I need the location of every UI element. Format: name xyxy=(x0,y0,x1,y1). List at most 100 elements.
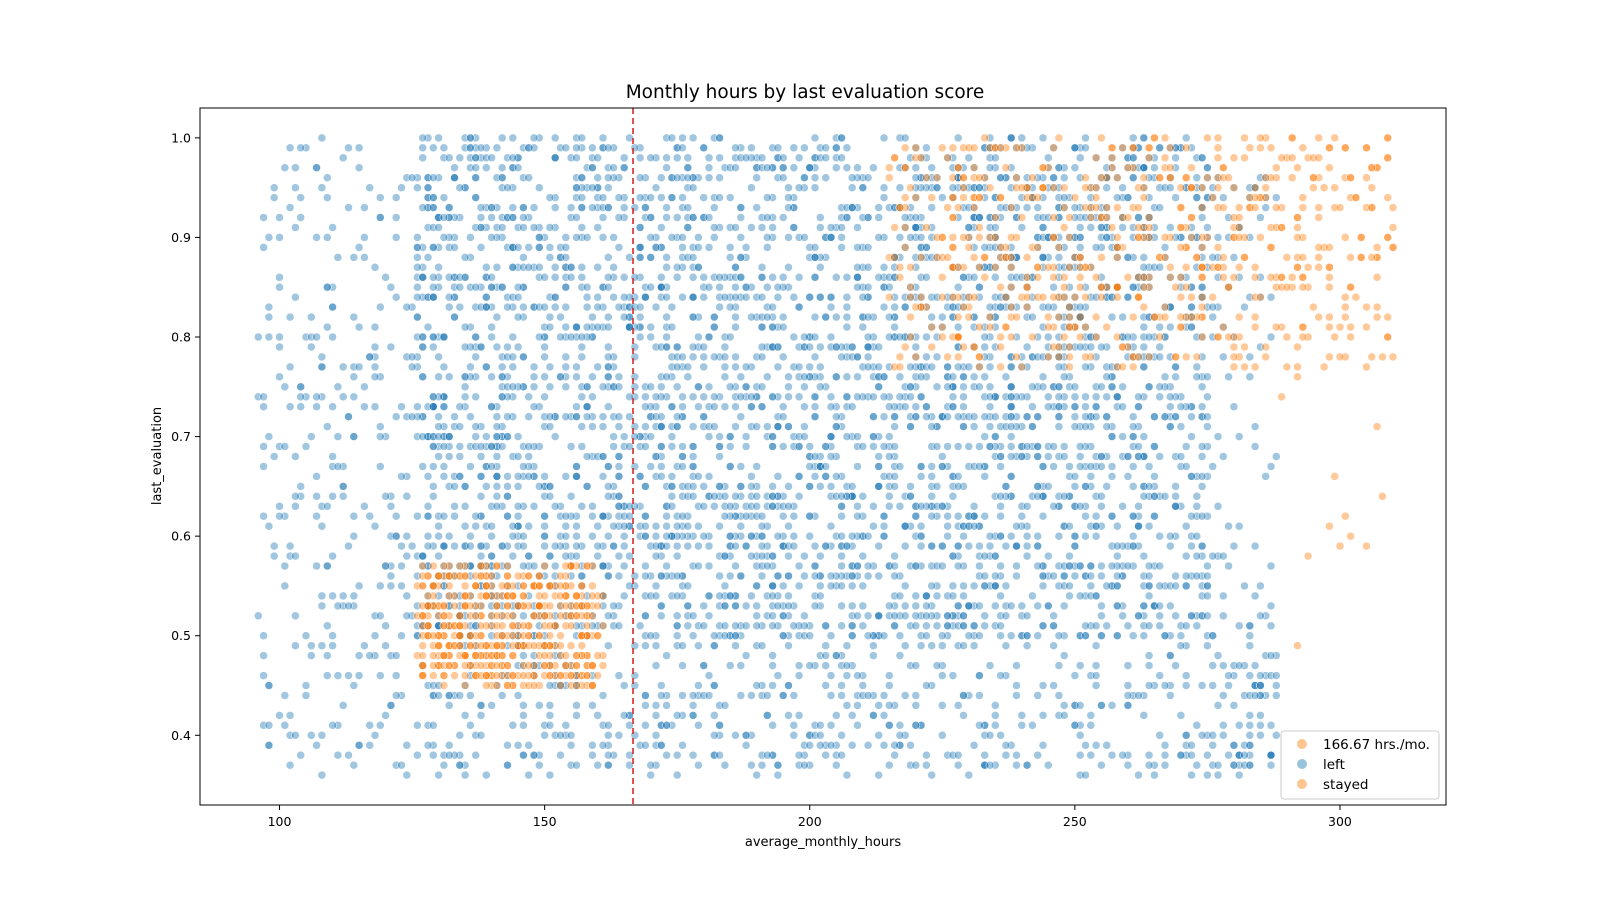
point-left xyxy=(588,312,597,322)
point-left xyxy=(609,521,618,531)
point-left xyxy=(466,412,475,421)
point-left xyxy=(1118,432,1127,441)
point-left xyxy=(1012,571,1021,581)
point-left xyxy=(360,402,369,411)
point-left xyxy=(413,243,422,252)
point-left xyxy=(763,282,772,292)
point-left xyxy=(683,611,693,621)
point-left xyxy=(588,531,597,541)
point-left xyxy=(482,362,491,372)
point-left xyxy=(874,541,883,551)
point-left xyxy=(455,691,465,700)
point-left xyxy=(604,312,613,322)
point-left xyxy=(1118,382,1127,392)
point-left xyxy=(784,233,793,242)
point-left xyxy=(837,561,846,571)
point-left xyxy=(715,193,724,202)
point-left xyxy=(720,581,730,591)
point-stayed xyxy=(444,581,454,591)
point-left xyxy=(1187,541,1196,551)
point-left xyxy=(434,442,443,451)
point-left xyxy=(402,770,412,780)
point-left xyxy=(1139,392,1149,402)
point-left xyxy=(800,432,809,441)
point-left xyxy=(1075,591,1085,601)
point-left xyxy=(948,163,958,172)
point-left xyxy=(1038,741,1048,750)
point-stayed xyxy=(508,671,518,680)
point-stayed xyxy=(466,641,475,650)
point-left xyxy=(1006,273,1016,282)
point-left xyxy=(588,143,597,153)
point-left xyxy=(863,362,873,372)
point-left xyxy=(1234,521,1244,531)
point-left xyxy=(874,382,883,392)
point-left xyxy=(317,591,327,601)
point-left xyxy=(688,482,698,491)
point-left xyxy=(503,482,512,491)
point-left xyxy=(429,482,438,491)
point-left xyxy=(572,541,581,551)
point-left xyxy=(508,153,518,163)
point-left xyxy=(890,472,899,481)
point-left xyxy=(959,372,968,382)
point-left xyxy=(1166,531,1175,541)
point-left xyxy=(837,153,846,163)
point-left xyxy=(1028,382,1037,392)
point-left xyxy=(869,392,878,402)
point-left xyxy=(821,681,830,690)
point-left xyxy=(1070,203,1080,212)
point-left xyxy=(354,741,364,750)
point-left xyxy=(985,551,995,561)
point-left xyxy=(853,273,862,282)
point-stayed xyxy=(524,661,533,670)
point-left xyxy=(1187,472,1196,481)
point-left xyxy=(694,402,703,411)
point-left xyxy=(683,253,693,262)
point-left xyxy=(1075,302,1085,312)
point-left xyxy=(688,292,698,302)
point-left xyxy=(699,362,708,372)
point-left xyxy=(757,531,767,541)
point-left xyxy=(338,701,348,710)
point-left xyxy=(720,621,730,631)
point-left xyxy=(847,482,857,491)
point-left xyxy=(773,760,783,770)
point-left xyxy=(492,402,502,411)
point-left xyxy=(736,571,746,581)
point-left xyxy=(837,681,846,690)
point-left xyxy=(471,521,480,531)
point-left xyxy=(429,392,438,402)
point-left xyxy=(1001,482,1011,491)
point-left xyxy=(312,511,321,521)
point-left xyxy=(874,273,883,282)
point-left xyxy=(858,601,868,611)
point-left xyxy=(503,392,512,402)
point-left xyxy=(874,213,883,222)
point-left xyxy=(1081,412,1090,421)
point-left xyxy=(604,611,613,621)
point-left xyxy=(879,273,889,282)
point-left xyxy=(885,721,894,730)
point-stayed xyxy=(482,591,491,601)
point-left xyxy=(1054,691,1064,700)
point-left xyxy=(911,591,921,601)
point-left xyxy=(646,571,655,581)
point-stayed xyxy=(503,571,512,581)
point-left xyxy=(1065,551,1074,561)
point-left xyxy=(1113,193,1122,202)
point-left xyxy=(598,561,608,571)
point-left xyxy=(434,352,443,362)
point-left xyxy=(959,611,968,621)
point-left xyxy=(953,282,963,292)
point-left xyxy=(577,541,587,551)
point-stayed xyxy=(460,601,470,611)
point-left xyxy=(794,362,804,372)
point-left xyxy=(895,651,905,660)
point-left xyxy=(450,482,459,491)
point-left xyxy=(731,322,740,332)
point-left xyxy=(794,661,804,670)
point-left xyxy=(641,611,650,621)
point-left xyxy=(731,382,740,392)
point-left xyxy=(535,263,544,272)
